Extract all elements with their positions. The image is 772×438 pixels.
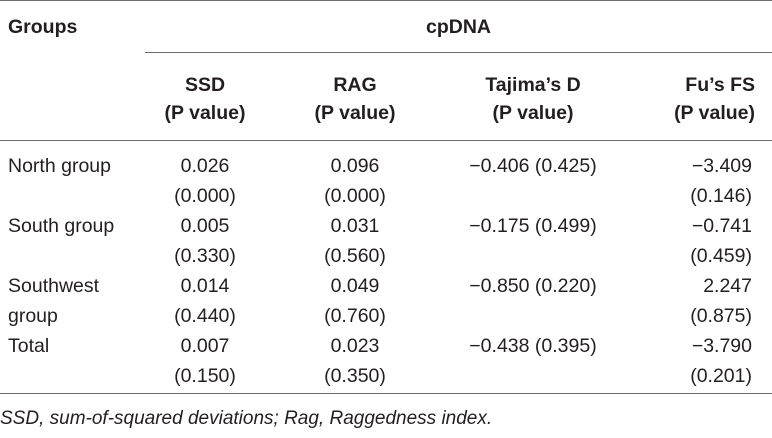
rag-header-pvalue: (P value) [314,102,396,124]
fu-pvalue: (0.146) [690,185,752,207]
rag-value: 0.049 [330,275,380,297]
ssd-value: 0.005 [180,215,230,237]
tajima-header-pvalue: (P value) [492,102,574,124]
fu-pvalue: (0.875) [690,305,752,327]
rag-pvalue: (0.560) [324,245,386,267]
fu-value: −3.790 [691,335,752,357]
rag-value: 0.096 [330,155,380,177]
rag-value: 0.031 [330,215,380,237]
fu-pvalue: (0.201) [690,365,752,387]
rag-header: RAG [333,74,377,96]
rag-pvalue: (0.760) [324,305,386,327]
ssd-header: SSD [184,74,226,96]
header-bottom-rule [0,140,772,141]
ssd-value: 0.014 [180,275,230,297]
tajima-value: −0.175 (0.499) [469,215,597,237]
ssd-pvalue: (0.000) [174,185,236,207]
tajima-value: −0.406 (0.425) [469,155,597,177]
ssd-pvalue: (0.440) [174,305,236,327]
fu-value: −0.741 [691,215,752,237]
fu-header: Fu’s FS [685,74,755,96]
group-name-continued: group [8,305,58,327]
group-name: Total [8,335,50,357]
fu-pvalue: (0.459) [690,245,752,267]
ssd-header-pvalue: (P value) [164,102,246,124]
tajima-header: Tajima’s D [485,74,581,96]
table-top-rule [0,0,772,1]
group-name: South group [8,215,115,237]
table-footnote: SSD, sum-of-squared deviations; Rag, Rag… [0,408,493,429]
ssd-pvalue: (0.150) [174,365,236,387]
table-bottom-rule [0,393,772,394]
fu-value: 2.247 [703,275,752,297]
cpdna-span-rule [145,52,772,53]
rag-value: 0.023 [330,335,380,357]
ssd-value: 0.007 [180,335,230,357]
rag-pvalue: (0.000) [324,185,386,207]
rag-pvalue: (0.350) [324,365,386,387]
ssd-value: 0.026 [180,155,230,177]
cpdna-header: cpDNA [425,16,491,38]
tajima-value: −0.850 (0.220) [469,275,597,297]
groups-header: Groups [8,16,78,38]
fu-value: −3.409 [691,155,752,177]
tajima-value: −0.438 (0.395) [469,335,597,357]
group-name: North group [8,155,111,177]
group-name: Southwest [8,275,100,297]
ssd-pvalue: (0.330) [174,245,236,267]
fu-header-pvalue: (P value) [674,102,755,124]
